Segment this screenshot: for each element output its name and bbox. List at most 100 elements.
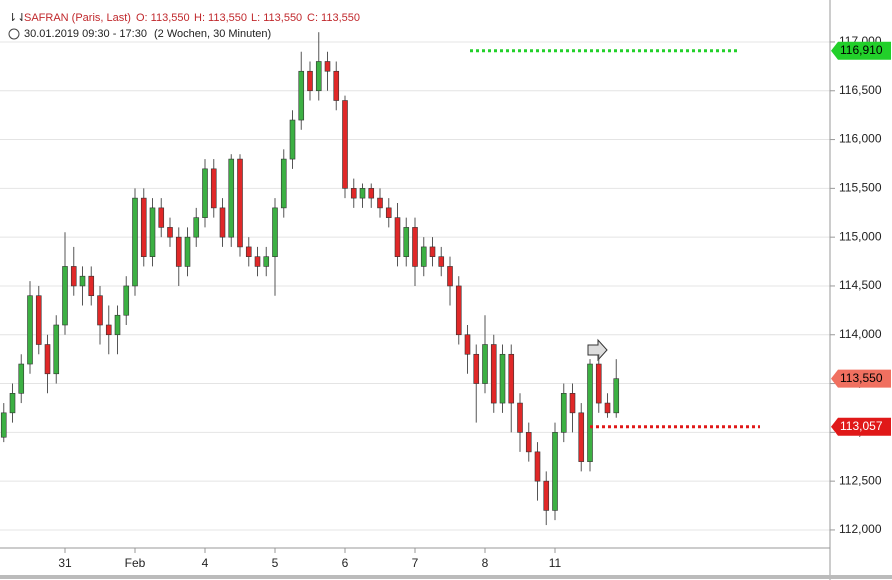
candle-body bbox=[447, 266, 453, 287]
price-tag-label: 113,550 bbox=[840, 371, 883, 385]
candle-body bbox=[140, 197, 147, 257]
plot bbox=[0, 32, 620, 526]
candle-body bbox=[298, 70, 305, 121]
header: ⇂⇃ SAFRAN (Paris, Last) O: 113,550 H: 11… bbox=[8, 12, 360, 40]
candle-body bbox=[62, 266, 68, 326]
x-tick-label: 6 bbox=[342, 556, 349, 570]
candle-body bbox=[333, 70, 340, 101]
candle-body bbox=[105, 324, 112, 336]
candle-body bbox=[280, 158, 287, 209]
x-tick-label: 11 bbox=[549, 556, 562, 570]
candle-body bbox=[123, 285, 130, 316]
x-tick-label: 31 bbox=[58, 556, 72, 570]
candle-body bbox=[438, 256, 445, 267]
x-tick-label: 7 bbox=[412, 556, 419, 570]
quote: O: 113,550 bbox=[136, 12, 190, 24]
candle-body bbox=[97, 295, 103, 326]
candle-body bbox=[420, 246, 427, 267]
y-tick-label: 115,500 bbox=[839, 181, 882, 195]
candle-body bbox=[350, 188, 357, 199]
chart-title: SAFRAN (Paris, Last) bbox=[24, 12, 131, 24]
candle-body bbox=[613, 378, 620, 414]
candle-body bbox=[490, 344, 497, 404]
candle-body bbox=[385, 207, 392, 218]
icon: ⇂⇃ bbox=[8, 12, 26, 24]
candle-body bbox=[473, 353, 480, 384]
x-tick-label: 5 bbox=[272, 556, 279, 570]
x-tick-label: Feb bbox=[125, 556, 146, 570]
quote: H: 113,550 bbox=[194, 12, 247, 24]
candle-body bbox=[499, 353, 506, 404]
candle-body bbox=[552, 432, 558, 511]
candle-body bbox=[35, 295, 42, 345]
y-tick-label: 112,000 bbox=[839, 522, 882, 536]
candle-body bbox=[368, 188, 375, 199]
candle-body bbox=[412, 227, 418, 267]
price-tag-label: 116,910 bbox=[840, 43, 883, 57]
candle-body bbox=[315, 61, 322, 92]
candle-body bbox=[534, 451, 541, 482]
arrow-icon bbox=[587, 338, 608, 362]
candle-body bbox=[525, 432, 532, 453]
range-label: (2 Wochen, 30 Minuten) bbox=[154, 28, 271, 40]
candle-body bbox=[70, 266, 77, 287]
candle-body bbox=[289, 119, 296, 160]
candle-body bbox=[0, 412, 7, 438]
candle-body bbox=[403, 227, 410, 257]
candle-body bbox=[193, 217, 200, 238]
candle-body bbox=[342, 100, 348, 189]
candle-body bbox=[237, 158, 243, 248]
candle-body bbox=[53, 324, 60, 375]
candle-body bbox=[149, 207, 156, 257]
y-tick-label: 116,500 bbox=[839, 83, 882, 97]
quote: C: 113,550 bbox=[307, 12, 360, 24]
y-tick-label: 114,500 bbox=[839, 278, 882, 292]
candle-body bbox=[569, 393, 576, 414]
clock-icon bbox=[8, 28, 20, 40]
y-tick-label: 116,000 bbox=[839, 132, 882, 146]
candle-body bbox=[272, 207, 278, 257]
price-tag-label: 113,057 bbox=[840, 419, 883, 433]
candle-body bbox=[158, 207, 165, 228]
candle-body bbox=[175, 236, 182, 267]
candle-body bbox=[604, 402, 611, 414]
subtitle: 30.01.2019 09:30 - 17:30 bbox=[24, 28, 147, 40]
candle-body bbox=[202, 168, 208, 218]
candle-body bbox=[359, 188, 366, 199]
candle-body bbox=[245, 246, 252, 257]
candle-body bbox=[184, 236, 191, 267]
x-tick-label: 8 bbox=[482, 556, 489, 570]
price-tag bbox=[831, 417, 891, 436]
candle-body bbox=[482, 344, 488, 384]
candle-body bbox=[394, 217, 401, 257]
candle-body bbox=[9, 393, 16, 414]
candle-body bbox=[44, 344, 51, 375]
price-tag bbox=[831, 41, 891, 60]
candle-body bbox=[27, 295, 33, 365]
candle-body bbox=[560, 393, 567, 433]
candle-body bbox=[254, 256, 261, 267]
y-tick-label: 112,500 bbox=[839, 473, 882, 487]
candle-body bbox=[167, 227, 173, 238]
candle-body bbox=[324, 61, 331, 72]
candle-body bbox=[307, 70, 313, 92]
candle-body bbox=[219, 207, 226, 238]
candle-body bbox=[114, 314, 121, 336]
candle-body bbox=[263, 256, 270, 267]
candle-body bbox=[508, 353, 515, 404]
x-tick-label: 4 bbox=[202, 556, 209, 570]
candle-body bbox=[79, 275, 86, 287]
candle-body bbox=[543, 480, 550, 511]
candle-body bbox=[464, 334, 471, 355]
candle-body bbox=[455, 285, 462, 336]
price-tag bbox=[831, 369, 891, 388]
candle-body bbox=[595, 363, 602, 404]
y-tick-label: 115,000 bbox=[839, 229, 882, 243]
candle-body bbox=[88, 275, 95, 297]
candle-body bbox=[210, 168, 217, 209]
candle-body bbox=[587, 363, 593, 462]
candle-body bbox=[18, 363, 25, 394]
candle-body bbox=[228, 158, 235, 238]
